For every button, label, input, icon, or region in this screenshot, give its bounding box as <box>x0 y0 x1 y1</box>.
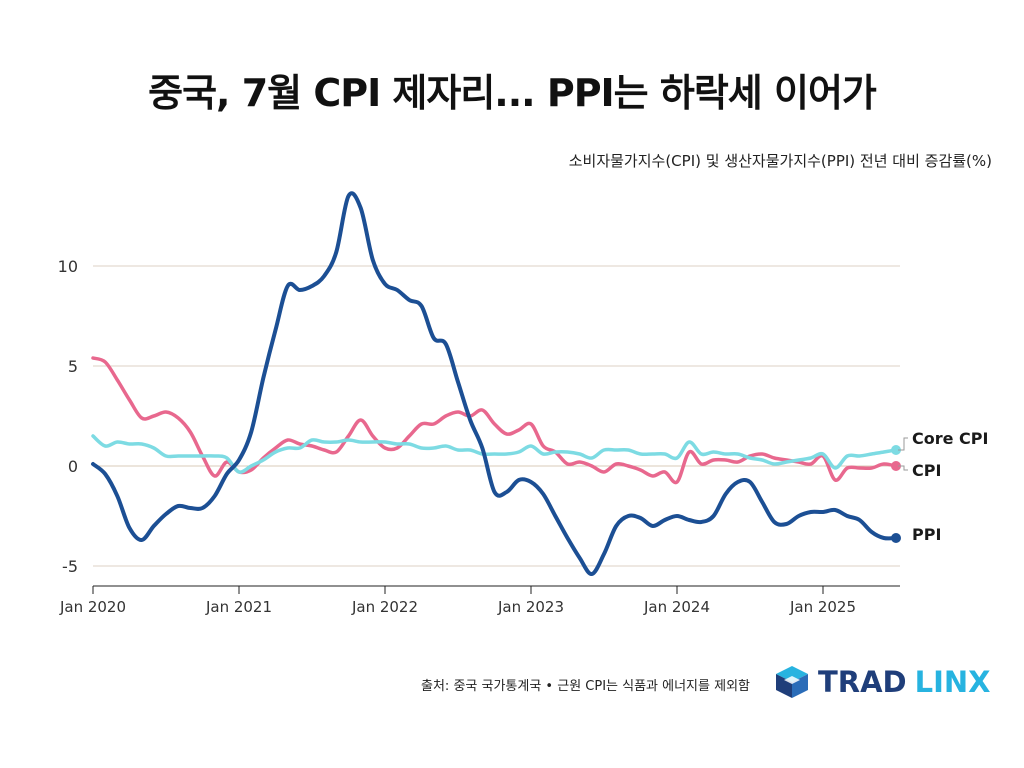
logo-wordmark: TRAD LINX <box>818 665 991 699</box>
core-cpi-end-marker <box>891 445 901 455</box>
x-tick-label: Jan 2022 <box>351 598 418 616</box>
ppi-end-marker <box>891 533 901 543</box>
ppi-end-label: PPI <box>912 525 941 544</box>
cpi-label-connector <box>898 465 908 471</box>
core-cpi-end-label: Core CPI <box>912 429 988 448</box>
y-tick-label: 10 <box>58 257 78 276</box>
source-note: 출처: 중국 국가통계국 • 근원 CPI는 식품과 에너지를 제외함 <box>421 679 750 694</box>
x-tick-label: Jan 2020 <box>59 598 126 616</box>
tradlinx-logo: TRAD LINX <box>772 664 991 700</box>
cpi-series-line <box>91 356 898 485</box>
core-cpi-series-line <box>91 434 898 474</box>
cpi-end-label: CPI <box>912 461 941 480</box>
y-tick-label: 5 <box>68 357 78 376</box>
x-tick-label: Jan 2021 <box>205 598 272 616</box>
logo-text-linx: LINX <box>914 665 991 699</box>
logo-text-trad: TRAD <box>818 665 907 699</box>
tradlinx-cube-icon <box>776 666 808 698</box>
core-cpi-label-connector <box>898 437 908 451</box>
chart-subtitle: 소비자물가지수(CPI) 및 생산자물가지수(PPI) 전년 대비 증감률(%) <box>568 152 992 170</box>
y-tick-label: -5 <box>62 557 78 576</box>
chart-title: 중국, 7월 CPI 제자리... PPI는 하락세 이어가 <box>148 71 877 115</box>
y-tick-label: 0 <box>68 457 78 476</box>
cpi-end-marker <box>891 461 901 471</box>
x-tick-label: Jan 2024 <box>643 598 710 616</box>
ppi-series-line <box>91 191 898 576</box>
x-tick-label: Jan 2023 <box>497 598 564 616</box>
x-tick-label: Jan 2025 <box>789 598 856 616</box>
